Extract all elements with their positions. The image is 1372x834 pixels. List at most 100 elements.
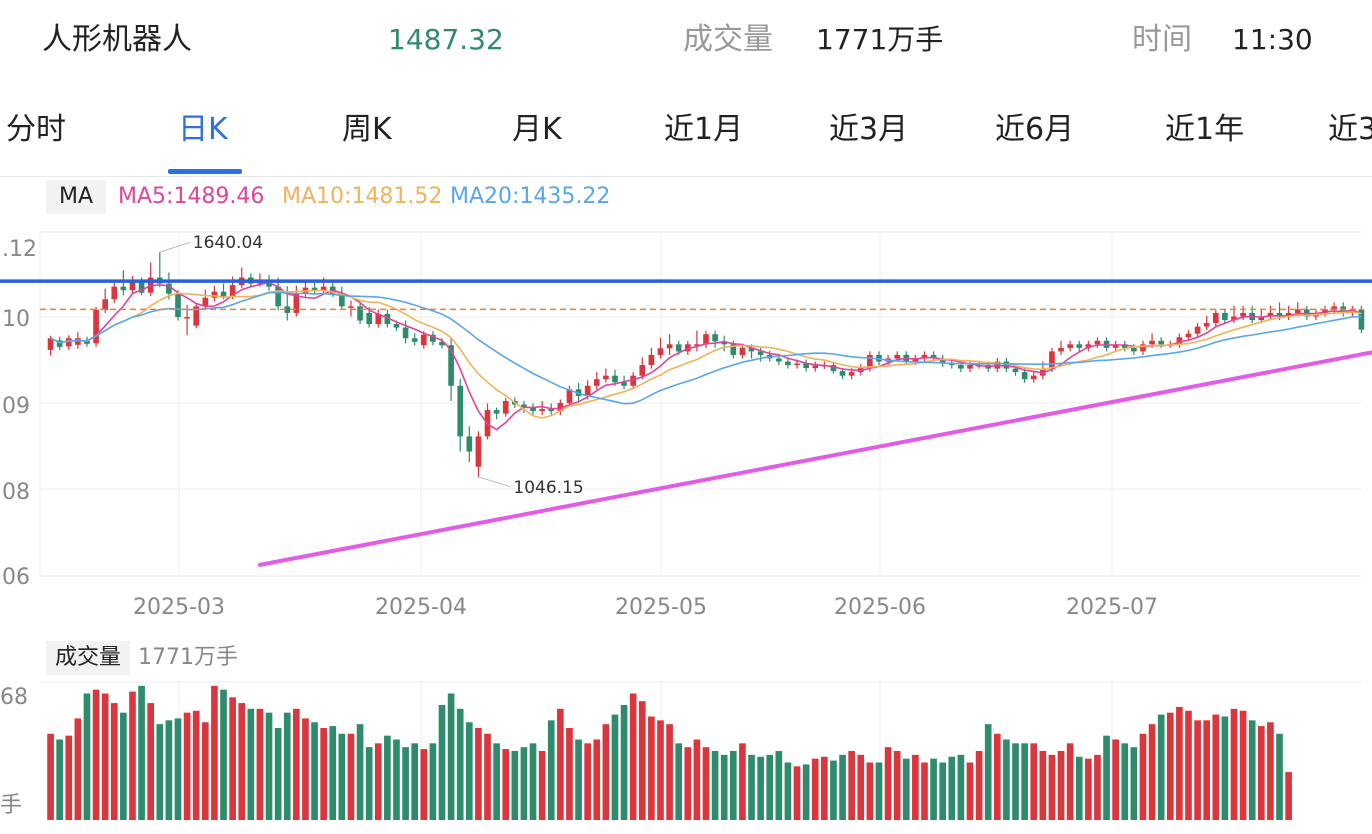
volume-bar [1003,739,1010,820]
volume-bar [884,747,892,820]
volume-bar [948,756,956,820]
candle-body [1294,309,1301,313]
candle-body [339,293,345,307]
volume-bar [1066,743,1074,820]
volume-bar [1194,720,1201,820]
candle-body [630,375,636,386]
candle-body [930,354,937,359]
candle-body [120,286,127,291]
candle-body [785,361,791,366]
candle-body [539,409,545,412]
candle-body [1049,351,1055,369]
tab-6-months[interactable]: 近6月 [995,112,1075,147]
candle-body [1085,344,1092,348]
volume-value: 1771万手 [816,23,944,56]
volume-tick-label: 68 [0,685,28,710]
volume-bar [293,708,300,820]
x-tick-label: 2025-03 [133,595,225,620]
time-value: 11:30 [1232,23,1313,56]
y-tick-label: .12 [2,237,37,262]
candle-body [721,341,728,345]
volume-bar [174,718,182,820]
x-tick-label: 2025-05 [615,595,707,620]
candle-body [830,365,837,372]
volume-bar [511,751,519,820]
volume-bar [183,712,191,820]
volume-bar [821,756,828,820]
candle-body [803,363,809,369]
period-tabs: 分时 日K 周K 月K 近1月 近3月 近6月 近1年 近3 [0,92,1372,177]
ma-selector[interactable]: MA [46,180,106,214]
volume-bar [657,720,664,820]
volume-bar [120,712,127,820]
candle-body [967,365,973,369]
ma5-legend: MA5:1489.46 [118,184,265,209]
quote-header: 人形机器人 1487.32 成交量 1771万手 时间 11:30 [0,0,1372,80]
tab-3-months[interactable]: 近3月 [829,112,909,147]
volume-bar [684,747,692,820]
volume-selector[interactable]: 成交量 [46,641,130,675]
candle-body [593,379,600,386]
candle-body [402,327,409,339]
volume-bar [984,724,992,820]
candle-body [748,347,755,352]
tab-weekly-k[interactable]: 周K [342,112,392,147]
volume-bar [192,710,200,820]
volume-label: 成交量 [683,22,773,57]
tab-1-year[interactable]: 近1年 [1165,112,1245,147]
volume-bar [165,720,173,820]
candle-body [129,281,136,291]
volume-bar [365,747,373,820]
volume-bar [1148,724,1156,820]
candle-body [548,409,555,412]
volume-bar [247,708,255,820]
volume-bar [611,714,619,820]
candle-body [1212,312,1219,324]
volume-bar [1103,735,1110,820]
volume-bar [302,718,309,820]
volume-bar [1021,743,1028,820]
candle-body [47,338,54,350]
candle-body [1131,347,1137,352]
volume-bar [584,743,591,820]
candle-body [1231,316,1237,321]
candle-body [921,354,928,359]
candle-body [430,334,436,342]
volume-bar [1157,714,1165,820]
candle-body [102,299,108,310]
tab-1-month[interactable]: 近1月 [664,112,744,147]
candle-body [1112,344,1119,348]
candle-body [666,344,673,349]
candle-body [393,324,400,328]
volume-bar [729,751,737,820]
volume-bar [1248,720,1256,820]
candle-body [1094,340,1101,345]
candle-body [1276,312,1283,317]
volume-bar [229,697,236,820]
volume-bar [629,693,637,820]
volume-bar [875,762,883,820]
volume-bar [1030,743,1038,820]
candle-body [202,297,209,307]
high-annotation-leader [159,241,190,253]
candle-body [1076,344,1083,348]
tab-daily-k[interactable]: 日K [178,112,228,147]
volume-bar [720,754,728,820]
volume-bar [129,691,136,820]
volume-bar [475,728,482,820]
volume-bar [675,743,683,820]
volume-bar [602,724,610,820]
volume-bar [748,754,755,820]
volume-bar [1221,716,1229,820]
volume-bar [648,716,655,820]
tab-3-years[interactable]: 近3 [1328,112,1372,147]
volume-bar [256,708,264,820]
volume-bar [1039,751,1047,820]
ma10-legend: MA10:1481.52 [282,184,443,209]
volume-bar [811,758,819,820]
volume-bar [557,708,564,820]
tab-monthly-k[interactable]: 月K [512,112,562,147]
tab-intraday[interactable]: 分时 [6,112,66,147]
volume-bar [993,733,1001,820]
